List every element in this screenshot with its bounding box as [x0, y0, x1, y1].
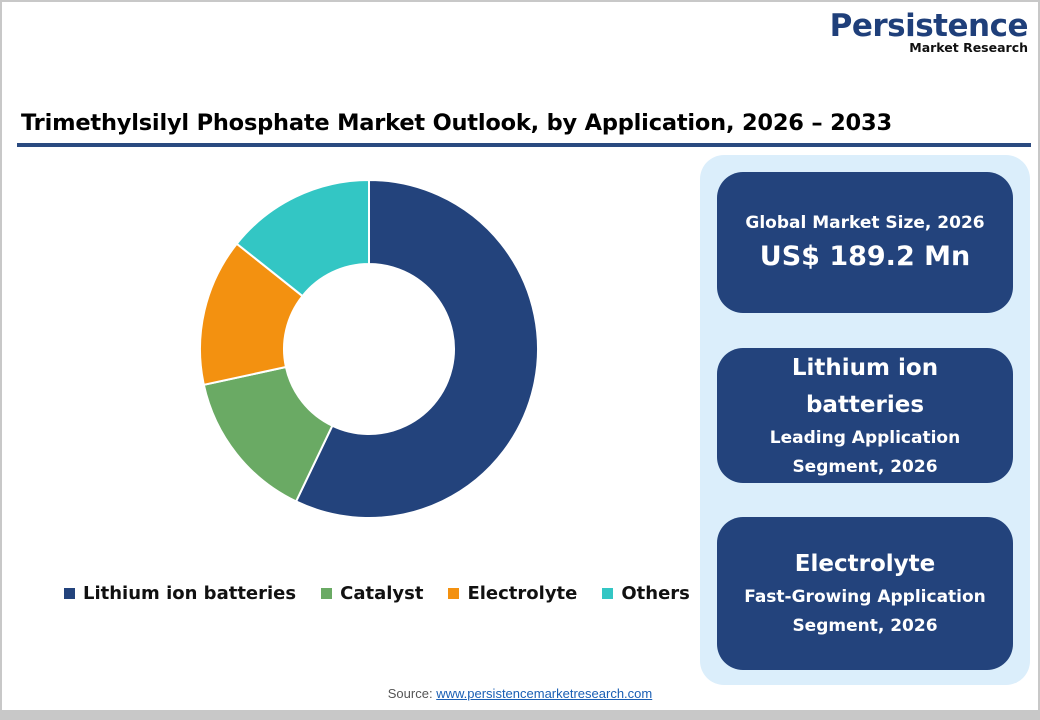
- legend-label: Electrolyte: [467, 583, 578, 604]
- chart-legend: Lithium ion batteries Catalyst Electroly…: [64, 583, 715, 604]
- fastest-segment-card: Electrolyte Fast-Growing Application Seg…: [717, 517, 1013, 670]
- brand-logo: Persistence Market Research: [829, 8, 1029, 55]
- source-link[interactable]: www.persistencemarketresearch.com: [436, 686, 653, 701]
- legend-label: Lithium ion batteries: [83, 583, 297, 604]
- market-size-value: US$ 189.2 Mn: [759, 241, 971, 272]
- fastest-segment-name: Electrolyte: [794, 551, 936, 577]
- market-size-label: Global Market Size, 2026: [745, 213, 985, 233]
- legend-item-electrolyte: Electrolyte: [448, 583, 577, 604]
- legend-swatch-icon: [64, 588, 75, 599]
- legend-swatch-icon: [602, 588, 614, 599]
- legend-swatch-icon: [321, 588, 333, 599]
- leading-segment-card: Lithium ion batteries Leading Applicatio…: [717, 348, 1013, 483]
- donut-slices: [199, 178, 539, 519]
- donut-chart: [199, 178, 539, 519]
- legend-item-others: Others: [602, 583, 690, 604]
- slice-lithium-ion-batteries: [294, 178, 539, 519]
- key-stats-panel: Global Market Size, 2026 US$ 189.2 Mn Li…: [700, 155, 1030, 685]
- title-underline: [17, 143, 1031, 147]
- leading-segment-caption-line2: Segment, 2026: [792, 456, 938, 477]
- source-label: Source:: [387, 686, 433, 701]
- legend-label: Others: [621, 583, 690, 604]
- logo-name: Persistence: [829, 8, 1029, 44]
- logo-tagline: Market Research: [909, 40, 1028, 55]
- leading-segment-caption-line1: Leading Application: [769, 427, 961, 448]
- legend-label: Catalyst: [340, 583, 424, 604]
- leading-segment-name-line2: batteries: [805, 391, 925, 418]
- legend-item-lithium-ion-batteries: Lithium ion batteries: [64, 583, 296, 604]
- market-size-card: Global Market Size, 2026 US$ 189.2 Mn: [717, 172, 1013, 313]
- fastest-segment-caption-line2: Segment, 2026: [792, 616, 938, 636]
- leading-segment-name-line1: Lithium ion: [791, 354, 939, 381]
- legend-item-catalyst: Catalyst: [321, 583, 423, 604]
- chart-title: Trimethylsilyl Phosphate Market Outlook,…: [21, 110, 892, 136]
- fastest-segment-caption-line1: Fast-Growing Application: [744, 587, 986, 607]
- source-note: Source: www.persistencemarketresearch.co…: [0, 686, 1040, 701]
- slice-others: [235, 178, 370, 298]
- legend-swatch-icon: [448, 588, 460, 599]
